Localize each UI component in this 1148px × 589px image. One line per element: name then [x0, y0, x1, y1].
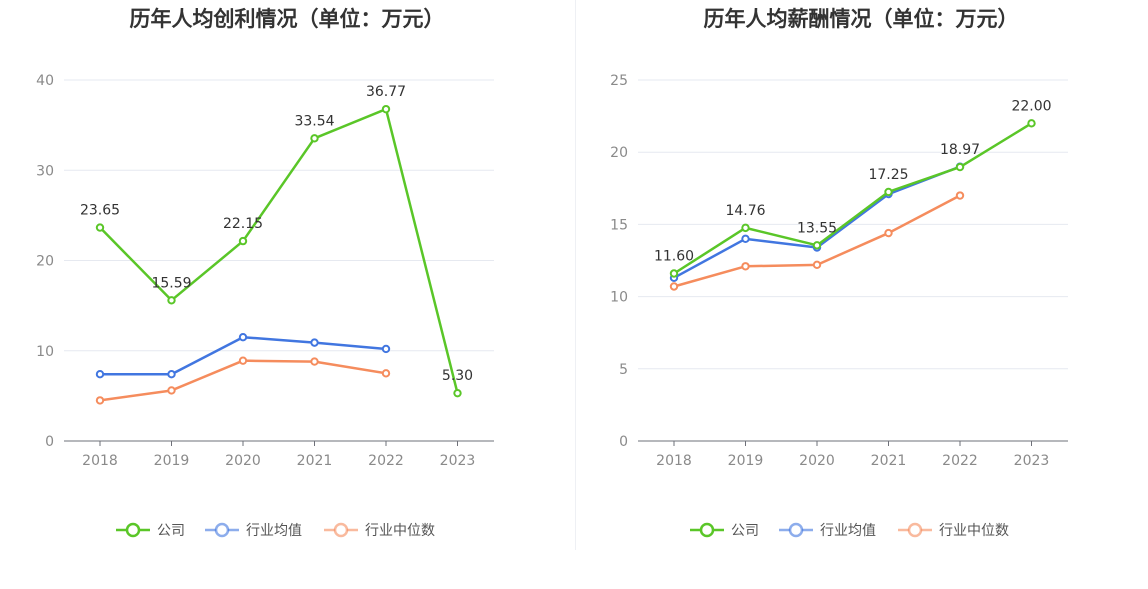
series-line-0: [673, 122, 1033, 275]
x-tick-label: 2018: [656, 453, 692, 469]
data-point: [310, 338, 319, 347]
y-tick-label: 20: [610, 145, 628, 161]
legend-item-2[interactable]: 行业中位数: [898, 522, 1009, 539]
data-point: [741, 262, 750, 271]
data-label: 36.77: [366, 84, 406, 100]
legend-swatch-marker: [788, 522, 804, 538]
y-tick-label: 0: [45, 434, 54, 450]
data-point: [238, 236, 248, 246]
data-point: [167, 370, 176, 379]
data-point: [453, 388, 462, 398]
data-label: 23.65: [80, 203, 120, 219]
legend-label: 行业均值: [820, 523, 876, 539]
series-line-2: [673, 194, 961, 288]
profit-per-capita-chart-panel: 历年人均创利情况（单位：万元） 0 10 20 30 40 2018 2019 2020 2021…: [36, 7, 494, 539]
y-tick-label: 0: [619, 434, 628, 450]
data-point: [955, 191, 965, 200]
x-tick-label: 2021: [871, 453, 907, 469]
x-tick-label: 2023: [1014, 453, 1050, 469]
series-line-0: [99, 107, 459, 394]
salary-per-capita-chart-panel: 历年人均薪酬情况（单位：万元） 0 5 10 15 20 25 2018 2019 2020 202…: [574, 0, 1148, 589]
x-tick-label: 2018: [82, 453, 118, 469]
data-point: [1027, 119, 1036, 128]
data-point: [238, 333, 248, 342]
data-point: [884, 187, 893, 197]
y-tick-label: 30: [36, 163, 54, 179]
data-label: 18.97: [940, 142, 980, 158]
legend-swatch-marker: [214, 522, 230, 538]
legend-label: 公司: [157, 523, 185, 539]
data-point: [812, 241, 822, 250]
data-label: 22.15: [223, 216, 263, 232]
x-tick-label: 2019: [154, 453, 190, 469]
legend-swatch-marker: [907, 522, 923, 538]
data-point: [741, 234, 750, 244]
data-point: [955, 162, 965, 172]
data-point: [381, 369, 391, 378]
legend-label: 行业中位数: [365, 523, 435, 539]
x-tick-label: 2020: [799, 453, 835, 469]
data-point: [884, 228, 893, 238]
y-tick-label: 5: [619, 362, 628, 378]
panel-divider: [575, 0, 576, 550]
data-label: 22.00: [1011, 98, 1051, 114]
series-line-1: [100, 335, 387, 376]
profit-per-capita-chart: 历年人均创利情况（单位：万元） 0 10 20 30 40 2018 2019 2020 2021…: [36, 7, 494, 539]
legend-item-1[interactable]: 行业均值: [205, 522, 302, 539]
data-point: [167, 386, 176, 395]
data-point: [238, 356, 248, 365]
data-point: [381, 104, 391, 114]
data-point: [95, 370, 105, 379]
data-point: [669, 282, 679, 291]
data-label: 33.54: [294, 113, 334, 129]
legend-swatch-marker: [699, 522, 715, 538]
data-label: 14.76: [725, 203, 765, 219]
legend-label: 行业均值: [246, 523, 302, 539]
x-tick-label: 2022: [368, 453, 404, 469]
data-label: 5.30: [442, 368, 473, 384]
series-line-2: [99, 359, 387, 402]
y-tick-label: 20: [36, 254, 54, 270]
salary-per-capita-chart: 历年人均薪酬情况（单位：万元） 0 5 10 15 20 25 2018 2019 2020 202…: [610, 7, 1068, 539]
data-point: [741, 223, 750, 233]
data-point: [95, 223, 105, 232]
legend-item-0[interactable]: 公司: [116, 522, 185, 539]
x-tick-label: 2023: [440, 453, 476, 469]
chart-title: 历年人均创利情况（单位：万元）: [130, 7, 445, 31]
x-tick-label: 2022: [942, 453, 978, 469]
data-label: 17.25: [868, 167, 908, 183]
legend-label: 公司: [731, 523, 759, 539]
data-label: 13.55: [797, 220, 837, 236]
legend-label: 行业中位数: [939, 523, 1009, 539]
y-tick-label: 15: [610, 217, 628, 233]
data-point: [95, 396, 105, 405]
y-tick-label: 10: [610, 290, 628, 306]
data-label: 11.60: [654, 248, 694, 264]
chart-title: 历年人均薪酬情况（单位：万元）: [704, 7, 1019, 31]
y-tick-label: 25: [610, 73, 628, 89]
y-tick-label: 10: [36, 344, 54, 360]
data-point: [669, 269, 679, 278]
x-tick-label: 2019: [728, 453, 764, 469]
data-point: [167, 296, 176, 305]
legend-item-1[interactable]: 行业均值: [779, 522, 876, 539]
data-label: 15.59: [151, 275, 191, 291]
x-tick-label: 2021: [297, 453, 333, 469]
legend-item-2[interactable]: 行业中位数: [324, 522, 435, 539]
data-point: [310, 357, 319, 366]
x-tick-label: 2020: [225, 453, 261, 469]
legend-swatch-marker: [333, 522, 349, 538]
data-point: [812, 260, 822, 270]
y-tick-label: 40: [36, 73, 54, 89]
data-point: [310, 134, 319, 143]
legend-swatch-marker: [125, 522, 141, 538]
legend-item-0[interactable]: 公司: [690, 522, 759, 539]
data-point: [381, 344, 391, 354]
